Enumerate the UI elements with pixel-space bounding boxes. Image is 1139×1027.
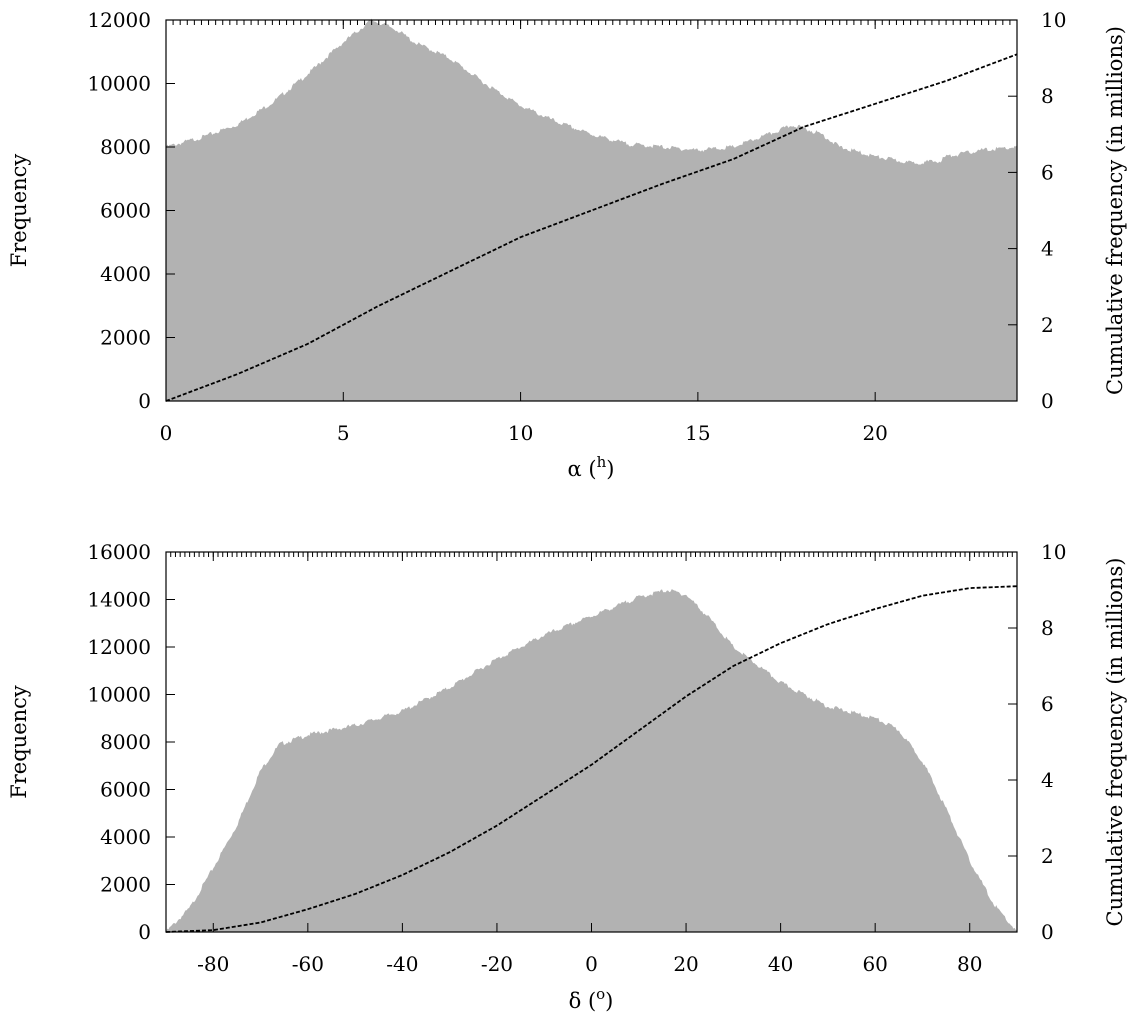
bottom-x-tick-label: -80 xyxy=(197,952,229,976)
bottom-y2-axis-label: Cumulative frequency (in millions) xyxy=(1103,558,1127,927)
top-y-tick-labels: 0 2000 4000 6000 8000 10000 12000 xyxy=(87,8,151,413)
bottom-y2-tick-label: 8 xyxy=(1041,616,1054,640)
top-x-axis-label-end: ) xyxy=(606,457,614,481)
bottom-y-tick-label: 10000 xyxy=(87,683,151,707)
bottom-panel: -80 -60 -40 -20 0 20 40 60 80 020004000600080001… xyxy=(7,540,1127,1013)
bottom-x-tick-labels: -80 -60 -40 -20 0 20 40 60 80 xyxy=(197,952,982,976)
top-x-tick-label: 10 xyxy=(508,421,533,445)
top-y-tick-label: 10000 xyxy=(87,72,151,96)
bottom-x-tick-label: -40 xyxy=(386,952,418,976)
bottom-x-axis-label-main: δ ( xyxy=(569,989,597,1013)
top-x-axis-label: α (h) xyxy=(568,453,615,481)
bottom-x-tick-label: -20 xyxy=(481,952,513,976)
bottom-y-tick-label: 6000 xyxy=(100,778,151,802)
top-y2-axis-label: Cumulative frequency (in millions) xyxy=(1103,26,1127,395)
bottom-y-tick-label: 0 xyxy=(138,920,151,944)
top-x-tick-label: 15 xyxy=(685,421,710,445)
top-y2-tick-labels: 0 2 4 6 8 10 xyxy=(1041,8,1066,413)
top-y2-tick-label: 6 xyxy=(1041,160,1054,184)
top-x-tick-label: 0 xyxy=(160,421,173,445)
top-y2-tick-label: 4 xyxy=(1041,237,1054,261)
top-x-axis-label-sup: h xyxy=(597,453,607,471)
top-y-tick-label: 8000 xyxy=(100,135,151,159)
top-x-tick-labels: 0 5 10 15 20 xyxy=(160,421,888,445)
bottom-y2-tick-label: 6 xyxy=(1041,692,1054,716)
bottom-x-axis-label: δ (o) xyxy=(569,985,614,1013)
bottom-y-tick-label: 16000 xyxy=(87,540,151,564)
bottom-y2-tick-label: 10 xyxy=(1041,540,1066,564)
top-y2-tick-label: 2 xyxy=(1041,313,1054,337)
top-y-tick-label: 12000 xyxy=(87,8,151,32)
bottom-y2-tick-label: 2 xyxy=(1041,844,1054,868)
top-cumulative-line xyxy=(165,53,1018,402)
top-x-axis-label-main: α ( xyxy=(568,457,597,481)
bottom-y2-tick-label: 0 xyxy=(1041,920,1054,944)
bottom-x-tick-label: 0 xyxy=(585,952,598,976)
bottom-y-tick-label: 4000 xyxy=(100,825,151,849)
bottom-y2-tick-label: 4 xyxy=(1041,768,1054,792)
top-x-tick-label: 5 xyxy=(337,421,350,445)
bottom-y-tick-labels: 0 2000 4000 6000 8000 10000 12000 14000 16000 xyxy=(87,540,151,944)
bottom-y2-tick-labels: 0 2 4 6 8 10 xyxy=(1041,540,1066,944)
top-y-tick-label: 0 xyxy=(138,389,151,413)
top-y2-tick-label: 8 xyxy=(1041,84,1054,108)
top-y-tick-label: 6000 xyxy=(100,199,151,223)
bottom-histogram-area xyxy=(166,589,1017,932)
bottom-x-tick-label: 60 xyxy=(862,952,887,976)
bottom-y-tick-label: 14000 xyxy=(87,588,151,612)
bottom-x-axis-label-sup: o xyxy=(596,985,605,1003)
bottom-y-tick-label: 12000 xyxy=(87,635,151,659)
top-panel: 0 5 10 15 20 0 2000 4000 6000 8000 10000 12000 0 2 4… xyxy=(7,8,1127,481)
bottom-cumulative-line xyxy=(165,585,1018,933)
top-y2-tick-label: 10 xyxy=(1041,8,1066,32)
top-x-tick-label: 20 xyxy=(862,421,887,445)
bottom-x-axis-label-end: ) xyxy=(605,989,613,1013)
top-y-tick-label: 4000 xyxy=(100,262,151,286)
top-plot-frame xyxy=(165,19,1018,402)
bottom-plot-frame xyxy=(165,551,1018,933)
top-y-tick-label: 2000 xyxy=(100,326,151,350)
bottom-ticks xyxy=(165,551,1018,933)
bottom-x-tick-label: 20 xyxy=(673,952,698,976)
bottom-x-tick-label: -60 xyxy=(292,952,324,976)
bottom-x-tick-label: 80 xyxy=(957,952,982,976)
bottom-y-tick-label: 2000 xyxy=(100,873,151,897)
top-histogram-area xyxy=(166,18,1017,402)
top-y2-tick-label: 0 xyxy=(1041,389,1054,413)
top-y-axis-label: Frequency xyxy=(7,154,31,268)
bottom-x-tick-label: 40 xyxy=(768,952,793,976)
bottom-y-axis-label: Frequency xyxy=(7,685,31,799)
bottom-y-tick-label: 8000 xyxy=(100,730,151,754)
